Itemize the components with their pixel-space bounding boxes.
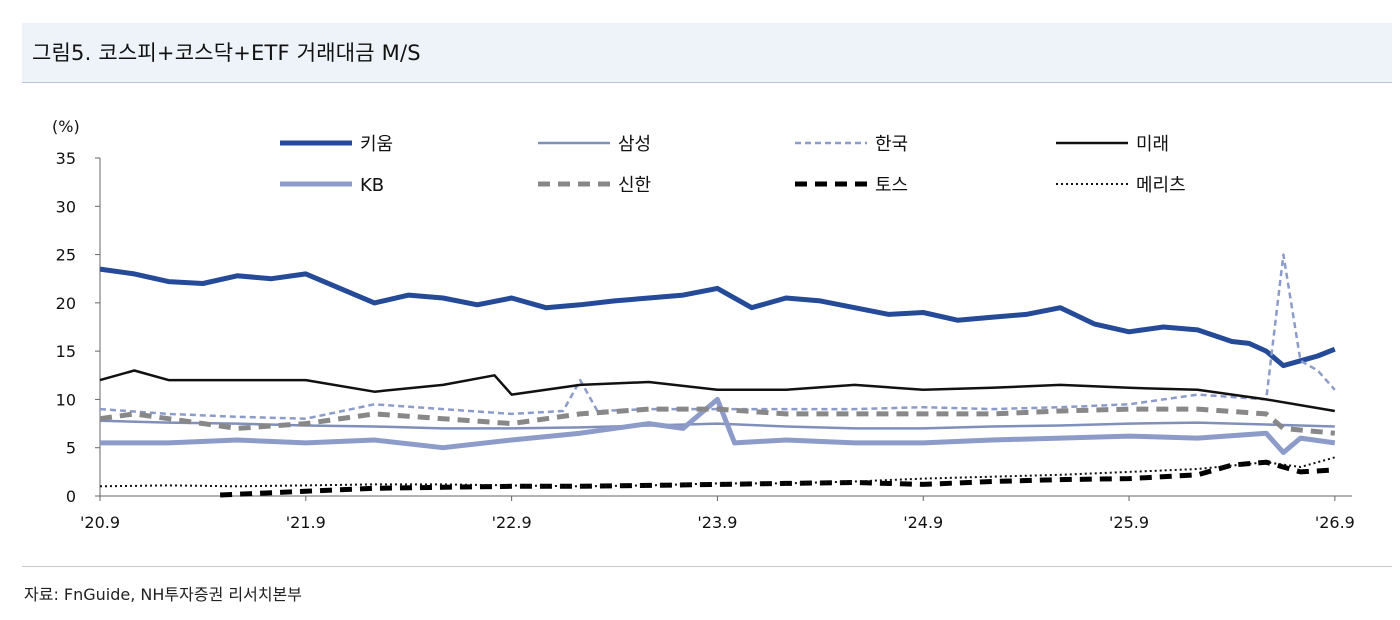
market-share-line-chart: (%) 0 5 10 15 20 25 30 35 '20.9 '21.9 '22.9 '23.9 '24… <box>52 117 1355 532</box>
legend-label-6: 신한 <box>618 175 651 196</box>
x-tick-label: '22.9 <box>492 513 532 532</box>
source-divider <box>22 566 1392 567</box>
x-tick-label: '25.9 <box>1109 513 1149 532</box>
legend-label-2: 삼성 <box>618 134 651 155</box>
x-tick-label: '23.9 <box>697 513 737 532</box>
figure-title: 그림5. 코스피+코스닥+ETF 거래대금 M/S <box>32 41 421 65</box>
series-line-7 <box>219 459 1335 498</box>
y-tick-label: 0 <box>66 487 76 506</box>
y-tick-label: 25 <box>56 246 76 265</box>
legend-label-1: 키움 <box>360 134 393 155</box>
x-tick-label: '21.9 <box>286 513 326 532</box>
title-bar: 그림5. 코스피+코스닥+ETF 거래대금 M/S <box>22 23 1392 83</box>
series-line-4 <box>99 369 1336 413</box>
legend-label-4: 미래 <box>1136 134 1169 155</box>
series-line-8 <box>99 456 1336 488</box>
y-tick-label: 10 <box>56 390 76 409</box>
x-tick-label: '20.9 <box>80 513 120 532</box>
x-tick-label: '24.9 <box>903 513 943 532</box>
legend-label-5: KB <box>360 175 384 196</box>
series-line-5 <box>100 396 1336 455</box>
y-tick-label: 20 <box>56 294 76 313</box>
source-note: 자료: FnGuide, NH투자증권 리서치본부 <box>24 585 302 604</box>
series-line-3 <box>99 253 1336 420</box>
y-tick-label: 35 <box>56 149 76 168</box>
legend-label-7: 토스 <box>875 175 908 196</box>
series-line-6 <box>99 406 1336 436</box>
y-tick-label: 15 <box>56 342 76 361</box>
x-tick-label: '26.9 <box>1315 513 1355 532</box>
y-axis-unit-label: (%) <box>52 117 80 136</box>
legend-label-8: 메리츠 <box>1136 175 1186 196</box>
y-tick-label: 5 <box>66 439 76 458</box>
legend-label-3: 한국 <box>875 134 908 155</box>
series-line-1 <box>99 266 1336 369</box>
y-tick-label: 30 <box>56 197 76 216</box>
